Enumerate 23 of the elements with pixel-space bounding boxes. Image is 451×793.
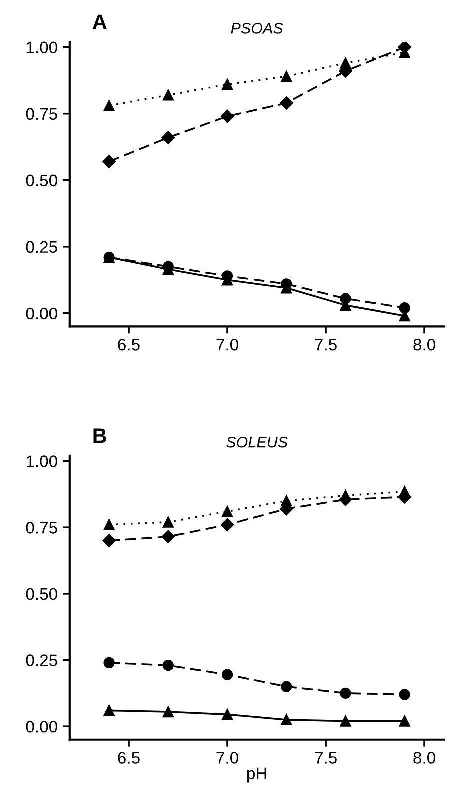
x-tick-label: 7.0 <box>216 338 238 351</box>
y-tick-label: 0.75 <box>26 108 58 120</box>
x-tick-label: 7.5 <box>315 339 337 351</box>
y-tick-label: 0.25 <box>26 241 58 254</box>
y-tick-label: 0.50 <box>26 174 58 187</box>
text: B <box>94 428 106 444</box>
text: A <box>92 14 107 30</box>
x-tick-label: 8.0 <box>414 752 436 764</box>
x-tick-label: 8.0 <box>414 338 436 351</box>
x-tick-label: 7.0 <box>216 752 238 764</box>
x-tick-label: 6.5 <box>118 752 140 764</box>
x-tick-label: 6.5 <box>118 338 140 351</box>
y-tick-label: 0.50 <box>26 588 58 600</box>
x-axis-title: pH <box>247 768 266 783</box>
chart-title: SOLEUS <box>226 436 288 448</box>
x-tick-label: 7.5 <box>315 752 337 764</box>
y-tick-label: 0.00 <box>26 308 58 320</box>
chart-title: PSOAS <box>231 23 284 34</box>
y-tick-label: 1.00 <box>26 456 58 468</box>
y-tick-label: 0.25 <box>26 654 58 666</box>
y-tick-label: 1.00 <box>26 42 58 54</box>
y-tick-label: 0.75 <box>26 522 58 534</box>
y-tick-label: 0.00 <box>26 721 58 733</box>
